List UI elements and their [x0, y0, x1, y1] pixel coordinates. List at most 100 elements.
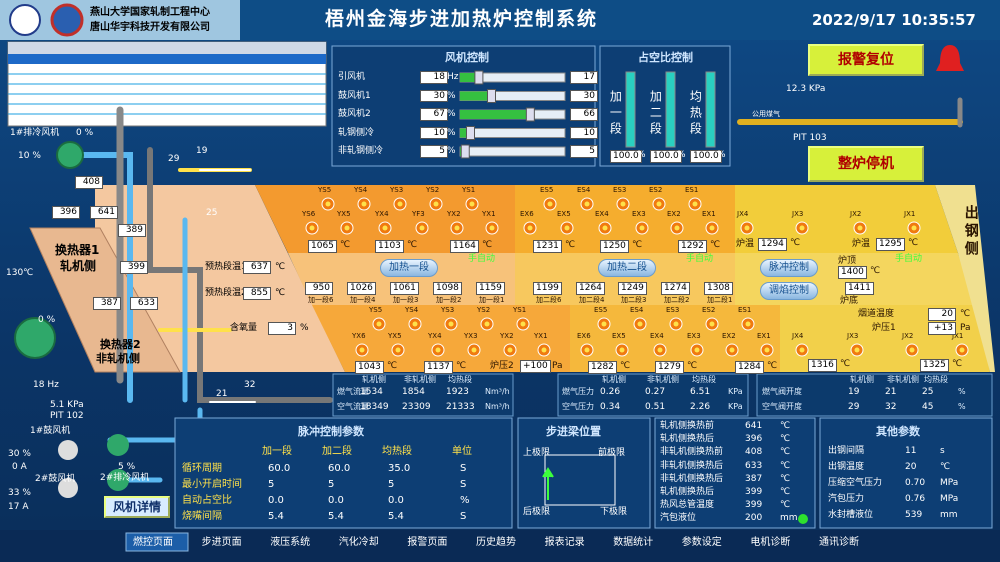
nav-item[interactable]: 步进页面 — [201, 537, 242, 548]
unit: mm — [940, 510, 958, 520]
column-header: 轧机侧 — [850, 375, 874, 384]
section-button[interactable]: 加热一段 — [380, 259, 438, 277]
pressure2-value: +100 — [520, 360, 551, 373]
nav-item[interactable]: 历史趋势 — [476, 537, 516, 548]
unit: ℃ — [780, 434, 791, 445]
roof-label: 炉顶 — [838, 256, 857, 266]
value: 35.0 — [388, 463, 411, 474]
section-button[interactable]: 调焰控制 — [760, 282, 818, 300]
value: 641 — [745, 421, 763, 431]
equipment-label: 5.1 KPa — [50, 400, 84, 410]
value: 21 — [885, 387, 897, 397]
row-label: 轧机侧换热后 — [660, 434, 715, 445]
fan-unit: % — [447, 109, 456, 119]
burner-tag: YX5 — [388, 332, 402, 340]
slider-thumb — [525, 107, 535, 122]
burner-tag: EX2 — [667, 210, 681, 218]
unit: ℃ — [780, 487, 791, 497]
limit-label: 下极限 — [600, 507, 628, 517]
zone-temp: 1249 — [618, 282, 647, 295]
furnace-temp-label: 炉温 — [736, 239, 755, 249]
section-button[interactable]: 加热二段 — [598, 259, 656, 277]
nav-item[interactable]: 电机诊断 — [750, 537, 791, 548]
equipment-label: 换热器1 — [55, 243, 100, 257]
burner-tag: EX5 — [557, 210, 571, 218]
burner-core — [382, 225, 388, 231]
nav-item[interactable]: 汽化冷却 — [338, 537, 379, 548]
alarm-bell — [936, 45, 964, 71]
fan-unit: Hz — [447, 72, 459, 82]
zone-temp: 1279 — [655, 361, 684, 374]
burner-tag: YS4 — [405, 306, 419, 314]
unit: S — [460, 463, 467, 474]
column-header: 均热段 — [448, 375, 472, 384]
burner-tag: YF3 — [412, 210, 425, 218]
alarm-reset-button[interactable]: 报警复位 — [808, 44, 924, 76]
nav-item[interactable]: 报表记录 — [544, 537, 585, 548]
burner-tag: JX2 — [902, 332, 914, 340]
nav-item[interactable]: 报警页面 — [407, 537, 448, 548]
row-label: 最小开启时间 — [182, 479, 242, 490]
value: 11 — [905, 446, 917, 456]
burner-tag: YX1 — [534, 332, 548, 340]
zone-temp-label: 加一段6 — [308, 296, 334, 304]
section-button[interactable]: 脉冲控制 — [760, 259, 818, 277]
nav-item[interactable]: 参数设定 — [681, 537, 722, 548]
value: 200 — [745, 513, 763, 524]
equipment-label: 2#鼓风机 — [35, 474, 76, 484]
burner-tag: YS2 — [477, 306, 491, 314]
value: 45 — [922, 402, 934, 412]
zone-temp: 1308 — [704, 282, 733, 295]
fan-readout: 17 — [570, 71, 598, 84]
fan-detail-button[interactable]: 风机详情 — [104, 496, 170, 518]
unit: ℃ — [780, 473, 791, 484]
slider-thumb — [460, 144, 470, 159]
equipment-label: 2#排冷风机 — [100, 473, 150, 483]
unit: ℃ — [456, 361, 467, 371]
burner-tag: YX3 — [464, 332, 478, 340]
unit: ℃ — [908, 238, 919, 248]
burner-core — [709, 225, 715, 231]
unit: ℃ — [620, 361, 631, 371]
burner-core — [344, 225, 350, 231]
unit: ℃ — [952, 359, 963, 369]
burner-core — [397, 201, 403, 207]
nav-item[interactable]: 燃控页面 — [133, 537, 173, 548]
stop-furnace-button[interactable]: 整炉停机 — [808, 146, 924, 182]
burner-tag: YS5 — [318, 186, 332, 194]
unit: ℃ — [840, 359, 851, 369]
zone-temp-label: 加一段1 — [479, 296, 505, 304]
row-label: 非轧机侧换热后 — [660, 460, 724, 471]
fan-value: 30 — [420, 89, 448, 103]
row-label: 烧嘴间隔 — [182, 511, 222, 522]
zone-temp: 1065 — [308, 240, 337, 253]
duty-value: 100.0 — [610, 150, 642, 163]
value: 23309 — [402, 402, 431, 412]
burner-tag: EX1 — [702, 210, 716, 218]
fan-label: 鼓风机2 — [338, 109, 371, 119]
unit: ℃ — [407, 240, 418, 250]
nav-item[interactable]: 通讯诊断 — [819, 537, 859, 548]
burner-core — [601, 321, 607, 327]
burner-core — [656, 201, 662, 207]
value: 25 — [922, 387, 934, 397]
slider-track — [459, 146, 566, 157]
zone-temp: 950 — [305, 282, 333, 295]
row-label: 燃气流量 — [337, 387, 369, 396]
equipment-label: 399 — [120, 261, 148, 274]
fans — [14, 141, 129, 498]
burner-core — [639, 225, 645, 231]
equipment-label: 0 A — [12, 462, 27, 472]
duty-label: 加二段 — [648, 90, 663, 138]
unit: ℃ — [340, 240, 351, 250]
burner-core — [959, 347, 965, 353]
zone-temp-label: 加一段4 — [350, 296, 376, 304]
limit-label: 上极限 — [523, 448, 551, 458]
burner-tag: EX5 — [612, 332, 626, 340]
burner-core — [484, 321, 490, 327]
burner-tag: YX2 — [500, 332, 514, 340]
nav-item[interactable]: 液压系统 — [270, 537, 311, 548]
slider-fill — [460, 91, 492, 101]
nav-item[interactable]: 数据统计 — [613, 537, 654, 548]
burner-core — [674, 225, 680, 231]
